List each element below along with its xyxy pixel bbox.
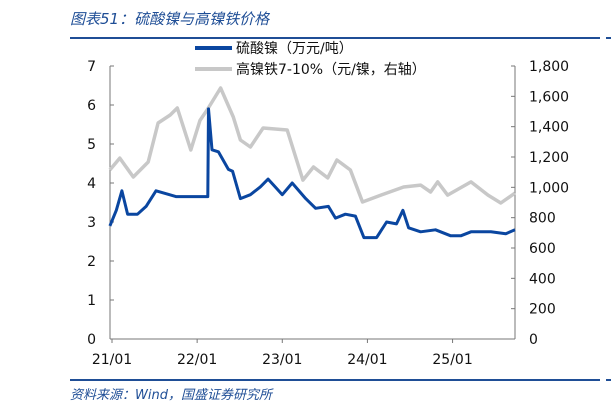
left-tick-label: 4 — [87, 176, 96, 192]
right-tick-label: 1,400 — [529, 120, 569, 136]
left-tick-label: 1 — [87, 293, 96, 309]
x-tick-label: 21/01 — [92, 352, 132, 368]
right-tick-label: 400 — [529, 271, 556, 287]
right-tick-label: 1,000 — [529, 180, 569, 196]
left-tick-label: 7 — [87, 59, 96, 75]
left-tick-label: 5 — [87, 137, 96, 153]
right-tick-label: 1,200 — [529, 150, 569, 166]
series-line-nickel-pig-iron — [108, 86, 517, 205]
right-tick-label: 800 — [529, 211, 556, 227]
legend-label-nickel-pig-iron: 高镍铁7-10%（元/镍，右轴） — [236, 61, 426, 78]
source-rule — [70, 379, 600, 381]
x-tick-label: 25/01 — [432, 352, 472, 368]
title-rule-tail — [606, 37, 611, 39]
source-rule-tail — [606, 379, 611, 381]
source-note: 资料来源：Wind，国盛证券研究所 — [70, 388, 272, 403]
x-tick-label: 22/01 — [177, 352, 217, 368]
right-tick-label: 1,800 — [529, 59, 569, 75]
left-tick-label: 3 — [87, 215, 96, 231]
title-rule — [70, 37, 600, 39]
legend-label-nickel-sulfate: 硫酸镍（万元/吨） — [236, 41, 353, 57]
legend: 硫酸镍（万元/吨） 高镍铁7-10%（元/镍，右轴） — [195, 41, 426, 78]
chart-title: 图表51：硫酸镍与高镍铁价格 — [70, 10, 270, 28]
left-tick-label: 2 — [87, 254, 96, 270]
right-tick-label: 600 — [529, 241, 556, 257]
right-tick-label: 0 — [529, 332, 538, 348]
left-tick-label: 6 — [87, 98, 96, 114]
x-tick-label: 24/01 — [347, 352, 387, 368]
x-tick-label: 23/01 — [262, 352, 302, 368]
left-tick-label: 0 — [87, 332, 96, 348]
right-tick-label: 1,600 — [529, 89, 569, 105]
right-tick-label: 200 — [529, 302, 556, 318]
series-line-nickel-sulfate — [108, 107, 516, 240]
